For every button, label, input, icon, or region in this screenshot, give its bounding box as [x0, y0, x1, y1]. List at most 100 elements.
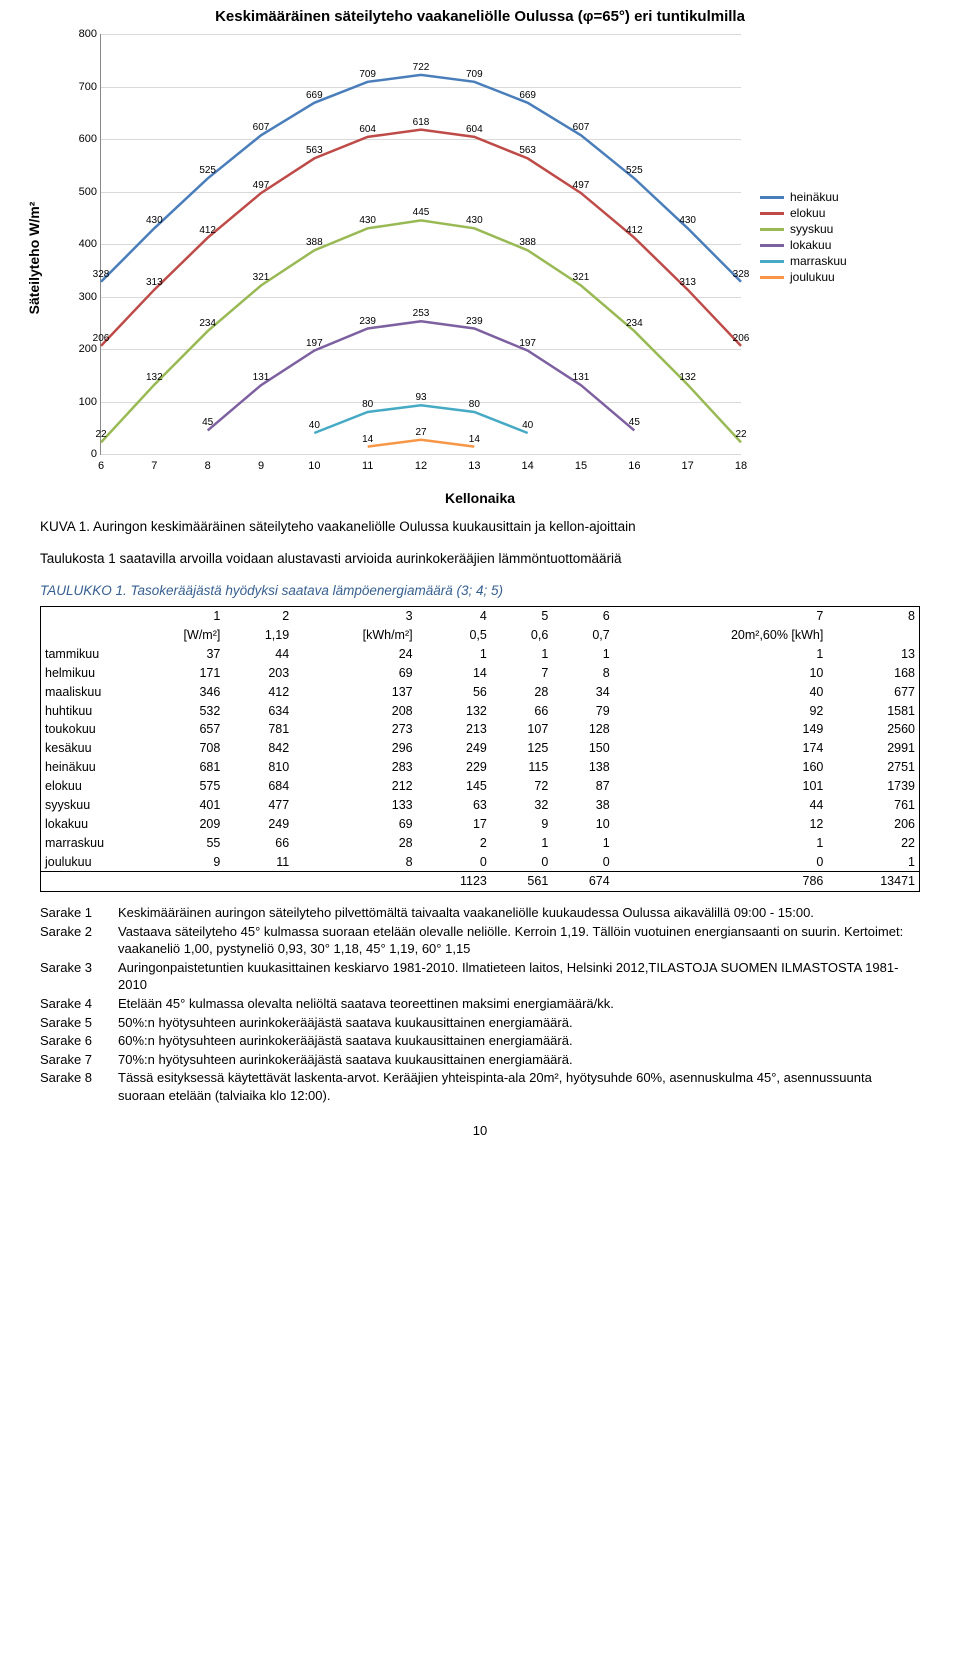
table-cell: 2 — [224, 607, 293, 626]
table-cell: 56 — [417, 683, 491, 702]
table-cell: 8 — [552, 664, 613, 683]
chart-xlabel: Kellonaika — [30, 490, 930, 506]
table-cell: 138 — [552, 758, 613, 777]
table-cell: huhtikuu — [41, 702, 130, 721]
table-cell: 6 — [552, 607, 613, 626]
definition-text: Vastaava säteilyteho 45° kulmassa suoraa… — [118, 923, 920, 958]
table-cell: 708 — [129, 739, 224, 758]
legend-item: syyskuu — [760, 222, 847, 236]
table-cell: 249 — [417, 739, 491, 758]
table-cell: 12 — [614, 815, 828, 834]
table-cell: 171 — [129, 664, 224, 683]
table-cell: 133 — [293, 796, 416, 815]
table-cell: [W/m²] — [129, 626, 224, 645]
legend-label: lokakuu — [790, 238, 831, 252]
table-cell: 842 — [224, 739, 293, 758]
definition-row: Sarake 1Keskimääräinen auringon säteilyt… — [40, 904, 920, 922]
legend-label: elokuu — [790, 206, 825, 220]
table-cell: 66 — [491, 702, 552, 721]
chart-title: Keskimääräinen säteilyteho vaakaneliölle… — [30, 8, 930, 25]
table-cell: 7 — [491, 664, 552, 683]
table-cell: elokuu — [41, 777, 130, 796]
definition-key: Sarake 7 — [40, 1051, 108, 1069]
table-cell: 44 — [224, 645, 293, 664]
definition-text: Etelään 45° kulmassa olevalta neliöltä s… — [118, 995, 614, 1013]
table-cell: 1 — [491, 834, 552, 853]
table-cell: 101 — [614, 777, 828, 796]
table-cell: 9 — [129, 853, 224, 872]
definition-key: Sarake 2 — [40, 923, 108, 958]
legend-swatch — [760, 260, 784, 263]
table-cell: 477 — [224, 796, 293, 815]
table-cell: 657 — [129, 720, 224, 739]
definition-text: 50%:n hyötysuhteen aurinkokerääjästä saa… — [118, 1014, 573, 1032]
table-cell: 107 — [491, 720, 552, 739]
table-cell: 11 — [224, 853, 293, 872]
table-cell: 10 — [552, 815, 613, 834]
legend-swatch — [760, 212, 784, 215]
table-cell: 1 — [552, 834, 613, 853]
legend-label: marraskuu — [790, 254, 847, 268]
table-cell: 10 — [614, 664, 828, 683]
definition-text: 70%:n hyötysuhteen aurinkokerääjästä saa… — [118, 1051, 573, 1069]
figure-caption: KUVA 1. Auringon keskimääräinen säteilyt… — [40, 518, 920, 536]
table-cell: 561 — [491, 872, 552, 892]
definition-text: Tässä esityksessä käytettävät laskenta-a… — [118, 1069, 920, 1104]
table-cell: 1739 — [827, 777, 919, 796]
legend-item: elokuu — [760, 206, 847, 220]
table-cell: 0 — [614, 853, 828, 872]
table-cell: 203 — [224, 664, 293, 683]
table-cell: 4 — [417, 607, 491, 626]
definition-key: Sarake 8 — [40, 1069, 108, 1104]
table-cell — [129, 872, 224, 892]
definition-row: Sarake 8 Tässä esityksessä käytettävät la… — [40, 1069, 920, 1104]
table-cell: 37 — [129, 645, 224, 664]
table-cell: 1 — [614, 645, 828, 664]
table-cell: marraskuu — [41, 834, 130, 853]
legend-swatch — [760, 244, 784, 247]
legend-item: lokakuu — [760, 238, 847, 252]
table-cell: 677 — [827, 683, 919, 702]
table-cell: 810 — [224, 758, 293, 777]
table-cell: 34 — [552, 683, 613, 702]
table-cell: 66 — [224, 834, 293, 853]
table-cell: 1123 — [417, 872, 491, 892]
table-cell: 9 — [491, 815, 552, 834]
table-cell: 1 — [491, 645, 552, 664]
table-cell — [293, 872, 416, 892]
table-cell: 213 — [417, 720, 491, 739]
table-cell: 168 — [827, 664, 919, 683]
table-cell: 0 — [491, 853, 552, 872]
table-cell: 2991 — [827, 739, 919, 758]
table-cell: 13471 — [827, 872, 919, 892]
table-cell: 0,6 — [491, 626, 552, 645]
definition-key: Sarake 6 — [40, 1032, 108, 1050]
legend-swatch — [760, 196, 784, 199]
intro-paragraph: Taulukosta 1 saatavilla arvoilla voidaan… — [40, 550, 920, 568]
table-cell: 634 — [224, 702, 293, 721]
table-cell: [kWh/m²] — [293, 626, 416, 645]
table-cell: 137 — [293, 683, 416, 702]
radiation-chart: Keskimääräinen säteilyteho vaakaneliölle… — [30, 8, 930, 508]
energy-table: 12345678[W/m²]1,19[kWh/m²]0,50,60,720m²,… — [40, 606, 920, 892]
legend-swatch — [760, 228, 784, 231]
table-cell: 412 — [224, 683, 293, 702]
definition-row: Sarake 2 Vastaava säteilyteho 45° kulmass… — [40, 923, 920, 958]
legend-swatch — [760, 276, 784, 279]
page: Keskimääräinen säteilyteho vaakaneliölle… — [0, 8, 960, 1160]
table-cell: 63 — [417, 796, 491, 815]
table-cell: 208 — [293, 702, 416, 721]
table-cell: 79 — [552, 702, 613, 721]
table-cell: 149 — [614, 720, 828, 739]
definition-row: Sarake 550%:n hyötysuhteen aurinkokerääj… — [40, 1014, 920, 1032]
table-cell: 160 — [614, 758, 828, 777]
table-cell: toukokuu — [41, 720, 130, 739]
table-cell: 532 — [129, 702, 224, 721]
prose-section: KUVA 1. Auringon keskimääräinen säteilyt… — [0, 518, 960, 1140]
table-cell: 38 — [552, 796, 613, 815]
table-cell: 346 — [129, 683, 224, 702]
table-cell: 1 — [417, 645, 491, 664]
table-cell: 20m²,60% [kWh] — [614, 626, 828, 645]
legend-label: syyskuu — [790, 222, 833, 236]
table-cell: 13 — [827, 645, 919, 664]
